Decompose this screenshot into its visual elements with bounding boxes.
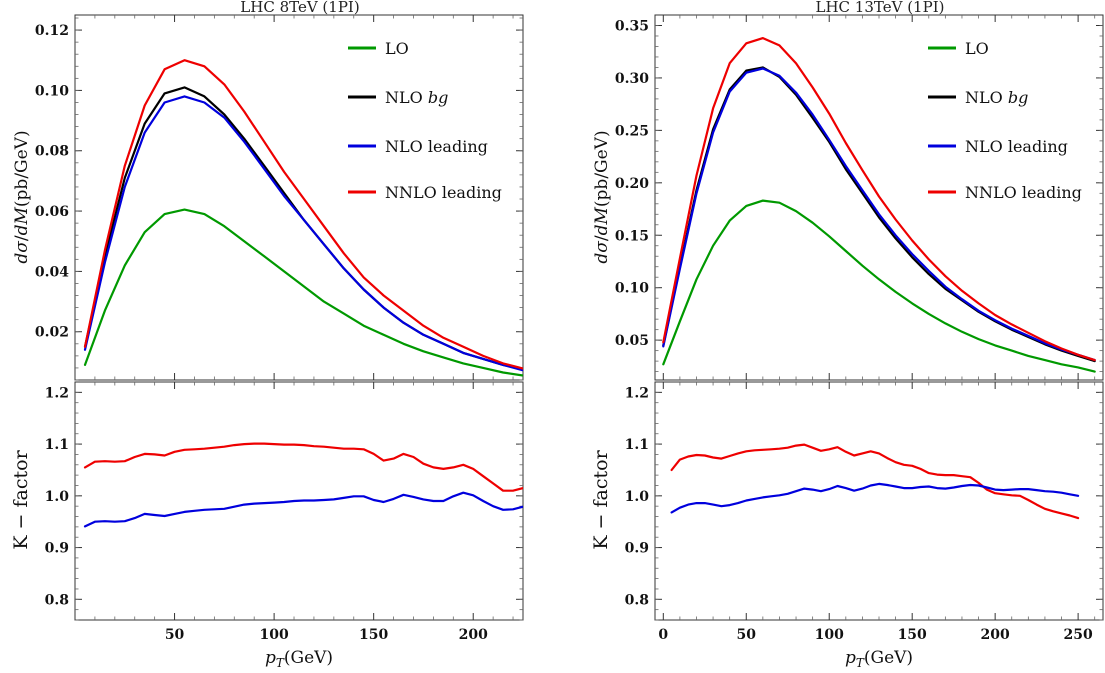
series-8tev-kfactor-nnlo-leading-nlo-leading: [83, 442, 523, 492]
xtick-label-13tev-kfactor-1: 50: [737, 627, 757, 643]
chart-title-8tev: LHC 8TeV (1PI): [240, 0, 359, 16]
xtick-label-8tev-kfactor-3: 200: [459, 627, 488, 643]
series-13tev-kfactor-nlo-leading-nlo-bg: [670, 482, 1080, 514]
xlabel-8tev: pT(GeV): [265, 648, 333, 670]
ytick-label-13tev-top-1: 0.10: [615, 281, 649, 297]
xlabel-13tev-sub: T: [856, 656, 865, 670]
series-13tev-kfactor-nnlo-leading-nlo-leading: [670, 443, 1080, 520]
ytick-label-13tev-top-2: 0.15: [615, 228, 649, 244]
series-13tev-top-lo: [662, 199, 1096, 373]
chart-title-13tev: LHC 13TeV (1PI): [816, 0, 945, 16]
xlabel-8tev-sub: T: [276, 656, 285, 670]
ytick-label-13tev-top-4: 0.25: [615, 123, 649, 139]
ytick-label-8tev-kfactor-3: 1.1: [45, 437, 69, 453]
xtick-label-13tev-kfactor-0: 0: [658, 627, 668, 643]
xtick-label-13tev-kfactor-5: 250: [1063, 627, 1092, 643]
ytick-label-13tev-kfactor-0: 0.8: [625, 592, 649, 608]
ytick-label-13tev-top-5: 0.30: [615, 71, 649, 87]
legend-8tev-nnlo-leading: NNLO leading: [385, 183, 502, 202]
ytick-label-8tev-top-2: 0.06: [35, 204, 69, 220]
legend-13tev-nlo-leading: NLO leading: [965, 137, 1068, 156]
ytick-label-13tev-top-6: 0.35: [615, 18, 649, 34]
ytick-label-13tev-kfactor-4: 1.2: [625, 385, 649, 401]
ylabel-kfactor-8tev: K − factor: [10, 449, 32, 549]
ylabel-8tev: dσ/dM(pb/GeV): [12, 130, 32, 263]
xlabel-8tev-p: p: [265, 648, 276, 668]
series-8tev-top-nnlo-leading: [83, 59, 523, 370]
series-13tev-top-nlo-leading: [662, 67, 1096, 362]
xtick-label-8tev-kfactor-1: 100: [259, 627, 288, 643]
legend-8tev: LO NLO bg NLO leading NNLO leading: [348, 39, 502, 202]
legend-13tev-nlo-bg-prefix: NLO: [965, 88, 1008, 107]
ytick-label-8tev-kfactor-0: 0.8: [45, 592, 69, 608]
ytick-label-8tev-top-0: 0.02: [35, 325, 69, 341]
xlabel-13tev: pT(GeV): [845, 648, 913, 670]
legend-8tev-nlo-bg-suffix: bg: [428, 88, 448, 107]
ylabel-13tev-d-sigma: dσ: [592, 241, 612, 264]
legend-8tev-lo: LO: [385, 39, 409, 58]
series-8tev-kfactor-nlo-leading-nlo-bg: [83, 491, 523, 528]
series-8tev-top-nlo-leading: [83, 95, 523, 372]
ytick-label-8tev-top-3: 0.08: [35, 144, 69, 160]
ytick-label-13tev-kfactor-3: 1.1: [625, 437, 649, 453]
series-13tev-top-nnlo-leading: [662, 37, 1096, 362]
panel-frame-8tev-kfactor: [74, 381, 524, 621]
ylabel-8tev-dm: dM: [12, 206, 32, 235]
legend-13tev-lo: LO: [965, 39, 989, 58]
legend-8tev-nlo-leading: NLO leading: [385, 137, 488, 156]
ylabel-8tev-d-sigma: dσ: [12, 241, 32, 264]
ylabel-8tev-slash: /: [12, 235, 32, 241]
ytick-label-8tev-top-1: 0.04: [35, 264, 69, 280]
xtick-label-13tev-kfactor-4: 200: [981, 627, 1010, 643]
ytick-label-13tev-top-3: 0.20: [615, 176, 649, 192]
series-8tev-top-lo: [83, 208, 523, 377]
xtick-label-8tev-kfactor-2: 150: [359, 627, 388, 643]
panel-frame-13tev-kfactor: [654, 381, 1104, 621]
legend-13tev-nnlo-leading: NNLO leading: [965, 183, 1082, 202]
ytick-label-8tev-kfactor-2: 1.0: [45, 489, 70, 505]
series-8tev-top-nlo-bg: [83, 86, 523, 371]
ytick-label-13tev-kfactor-2: 1.0: [625, 489, 650, 505]
ytick-label-13tev-top-0: 0.05: [615, 333, 649, 349]
ytick-label-8tev-top-4: 0.10: [35, 83, 69, 99]
ylabel-8tev-unit: (pb/GeV): [12, 130, 32, 207]
ylabel-kfactor-13tev: K − factor: [590, 449, 612, 549]
ylabel-13tev: dσ/dM(pb/GeV): [592, 130, 612, 263]
plot-layer: 0.02 0.04 0.06 0.08 0.10 0.12 0.05 0.10 0.15 0.20…: [35, 15, 1103, 643]
xlabel-8tev-unit: (GeV): [284, 648, 333, 668]
legend-8tev-nlo-bg: NLO bg: [385, 88, 448, 107]
ylabel-13tev-dm: dM: [592, 206, 612, 235]
legend-13tev-nlo-bg-suffix: bg: [1008, 88, 1028, 107]
legend-13tev: LO NLO bg NLO leading NNLO leading: [928, 39, 1082, 202]
ytick-label-8tev-top-5: 0.12: [35, 23, 69, 39]
legend-8tev-nlo-bg-prefix: NLO: [385, 88, 428, 107]
xlabel-13tev-unit: (GeV): [864, 648, 913, 668]
ylabel-13tev-slash: /: [592, 235, 612, 241]
xtick-label-8tev-kfactor-0: 50: [165, 627, 185, 643]
ytick-label-8tev-kfactor-1: 0.9: [45, 541, 69, 557]
legend-13tev-nlo-bg: NLO bg: [965, 88, 1028, 107]
ylabel-13tev-unit: (pb/GeV): [592, 130, 612, 207]
ytick-label-13tev-kfactor-1: 0.9: [625, 541, 649, 557]
xtick-label-13tev-kfactor-2: 100: [815, 627, 844, 643]
ytick-label-8tev-kfactor-4: 1.2: [45, 385, 69, 401]
panel-frame-8tev-top: [74, 14, 524, 381]
xtick-label-13tev-kfactor-3: 150: [898, 627, 927, 643]
xlabel-13tev-p: p: [845, 648, 856, 668]
